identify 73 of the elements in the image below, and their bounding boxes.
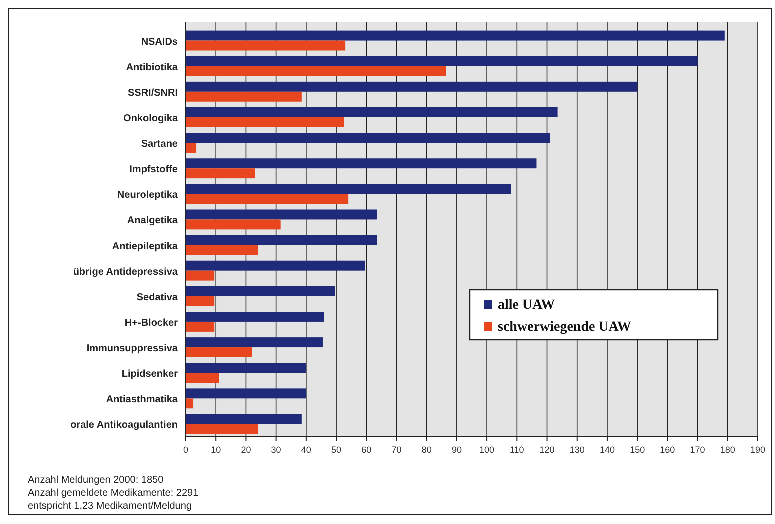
bar [186,312,324,322]
bar [186,260,366,271]
y-tick-label: H+-Blocker [124,318,178,329]
x-tick-label: 100 [480,445,495,455]
y-tick-label: SSRI/SNRI [128,88,178,99]
y-tick-label: Onkologika [124,113,178,124]
x-tick-label: 130 [570,445,585,455]
bar [186,143,197,153]
bar [186,158,537,169]
y-tick-label: übrige Antidepressiva [73,266,178,278]
text: Anzahl Meldungen 2000: 1850 [28,475,164,486]
y-tick-label: orale Antikoagulantien [70,420,178,432]
bar [186,270,215,281]
bar [186,235,378,246]
bar [186,296,215,306]
y-tick-label: Sartane [141,139,178,150]
x-tick-label: 170 [690,445,706,455]
bar [186,210,378,220]
bar [186,414,302,424]
legend-label: schwerwiegende UAW [498,320,632,335]
y-tick-label: Antiasthmatika [106,394,178,406]
bar [186,348,252,358]
bar [186,66,446,76]
bar [186,92,302,102]
legend-label: alle UAW [498,298,556,313]
x-tick-label: 140 [600,445,615,455]
y-tick-label: Impfstoffe [130,164,178,176]
bar [186,30,725,41]
bar [186,286,336,296]
bar [186,388,306,399]
bar [186,322,215,332]
x-tick-label: 50 [332,445,342,455]
bar [186,40,346,51]
bar [186,194,349,204]
bar [186,184,512,194]
bar [186,338,323,348]
bar [186,117,344,128]
y-tick-label: Neuroleptika [117,190,178,202]
x-tick-label: 70 [392,445,402,455]
bar [186,398,194,409]
y-tick-label: NSAIDs [141,36,178,48]
bar [186,82,638,92]
x-tick-label: 20 [241,445,252,455]
x-tick-label: 120 [540,445,555,455]
x-tick-label: 110 [510,445,524,455]
x-tick-label: 190 [750,445,766,455]
bar [186,245,258,256]
x-tick-label: 150 [630,445,646,455]
x-tick-label: 60 [362,445,372,455]
bar [186,363,306,374]
x-tick-label: 0 [183,445,189,455]
text: Anzahl gemeldete Medikamente: 2291 [28,488,200,499]
bar [186,133,550,144]
bar [186,108,558,118]
y-tick-label: Immunsuppressiva [86,344,178,355]
y-tick-label: Lipidsenker [122,369,178,380]
y-tick-label: Analgetika [127,216,178,227]
x-tick-label: 90 [452,445,462,455]
x-tick-label: 40 [301,445,312,455]
text: entspricht 1,23 Medikament/Meldung [28,501,192,512]
bar [186,373,220,384]
x-tick-label: 10 [211,445,222,455]
x-tick-label: 80 [422,445,432,455]
y-tick-label: Sedativa [136,292,178,304]
x-tick-label: 30 [271,445,282,455]
x-tick-label: 180 [720,445,736,455]
bar [186,168,256,179]
bar [186,220,281,230]
x-tick-label: 160 [660,445,676,455]
bar [186,424,258,434]
y-tick-label: Antiepileptika [112,241,178,252]
y-tick-label: Antibiotika [126,62,178,74]
bar [186,56,698,66]
